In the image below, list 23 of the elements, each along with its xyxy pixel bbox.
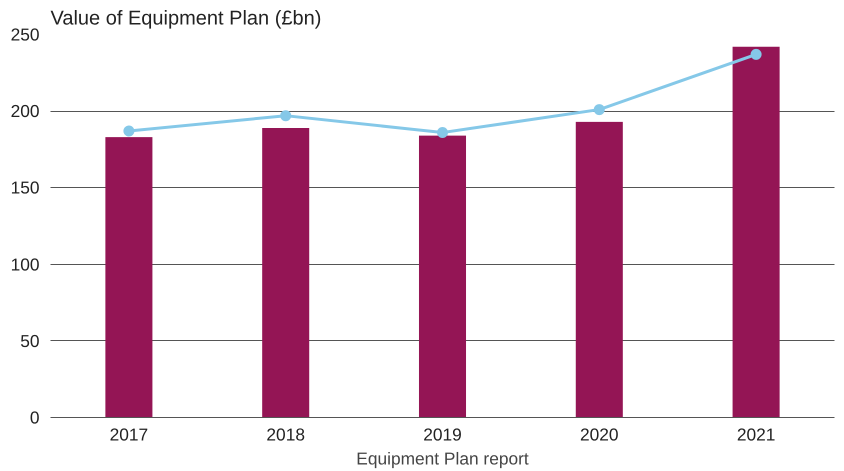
bar	[262, 128, 310, 418]
bar	[105, 137, 152, 418]
y-tick-label: 200	[10, 101, 40, 122]
x-tick-label: 2020	[580, 424, 619, 444]
bar	[418, 136, 466, 418]
y-tick-label: 50	[20, 330, 40, 351]
x-tick-label: 2018	[266, 424, 305, 444]
y-tick-label: 0	[30, 408, 40, 428]
point	[594, 104, 605, 116]
point	[750, 48, 762, 60]
bar	[576, 122, 623, 418]
x-tick-label: 2021	[736, 424, 776, 444]
point	[280, 110, 292, 122]
bar	[732, 46, 780, 418]
x-tick-label: 2017	[110, 424, 148, 444]
y-tick-label: 100	[10, 254, 40, 274]
y-tick-label: 250	[10, 24, 40, 44]
y-tick-label: 150	[10, 178, 40, 198]
chart-title: Value of Equipment Plan (£bn)	[50, 8, 322, 30]
point	[123, 126, 134, 137]
point	[437, 127, 448, 138]
x-tick-label: 2019	[423, 424, 462, 444]
x-axis-title: Equipment Plan report	[356, 448, 529, 468]
